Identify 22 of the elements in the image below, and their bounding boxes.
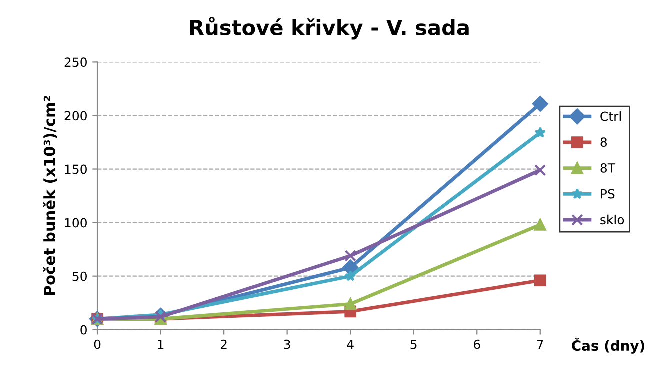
x-tick-label: 2 bbox=[221, 340, 227, 350]
y-axis-title: Počet buněk (x10³)/cm² bbox=[43, 96, 58, 296]
y-tick-label: 100 bbox=[65, 218, 87, 228]
y-tick-label: 200 bbox=[64, 111, 87, 121]
legend-label: sklo bbox=[600, 214, 624, 225]
y-tick-label: 0 bbox=[80, 325, 87, 335]
y-tick-label: 250 bbox=[64, 58, 87, 68]
legend-label: Ctrl bbox=[600, 112, 621, 122]
legend-label: PS bbox=[601, 189, 615, 199]
chart-title: Růstové křivky - V. sada bbox=[190, 16, 469, 40]
legend-label: 8T bbox=[600, 163, 616, 173]
x-tick-label: 1 bbox=[158, 340, 164, 350]
x-tick-label: 5 bbox=[410, 340, 417, 350]
y-tick-label: 150 bbox=[65, 164, 87, 174]
x-tick-label: 6 bbox=[474, 340, 480, 350]
x-tick-label: 0 bbox=[94, 340, 101, 350]
y-tick-label: 50 bbox=[72, 272, 87, 282]
x-axis-title: Čas (dny) bbox=[572, 338, 644, 354]
legend-label: 8 bbox=[600, 138, 608, 148]
x-tick-label: 4 bbox=[347, 340, 354, 350]
x-tick-label: 3 bbox=[284, 340, 290, 350]
x-tick-label: 7 bbox=[537, 340, 544, 350]
